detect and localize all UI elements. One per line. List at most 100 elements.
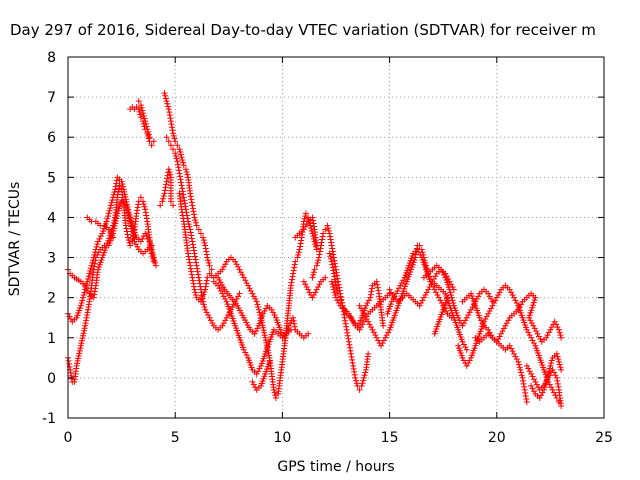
data-point [549,366,556,373]
data-point [530,388,537,395]
data-point [332,263,339,270]
data-point [330,267,337,274]
data-point [534,330,541,337]
data-point [166,109,173,116]
data-point [558,334,565,341]
data-point [146,134,153,141]
y-axis-label: SDTVAR / TECUs [7,182,23,297]
data-point [201,304,208,311]
data-point [236,290,243,297]
data-point [110,234,117,241]
data-point [76,350,83,357]
data-point [143,123,150,130]
data-point [347,347,354,354]
data-point [315,254,322,261]
data-point [172,152,179,159]
data-point [143,215,150,222]
data-point [128,223,135,230]
data-point [485,290,492,297]
data-point [290,267,297,274]
data-point [97,233,104,240]
data-point [188,196,195,203]
data-point [460,341,467,348]
data-point [192,217,199,224]
data-point [188,235,195,242]
data-point [530,299,537,306]
data-point [170,202,177,209]
data-point [216,285,223,292]
data-point [287,282,294,289]
data-point [340,305,347,312]
data-point [414,246,421,253]
data-point [372,332,379,339]
data-point [261,332,268,339]
data-point [88,262,95,269]
data-point [167,118,174,125]
data-point [313,286,320,293]
data-point [525,329,532,336]
data-point [380,337,387,344]
data-point [547,362,554,369]
data-point [162,184,169,191]
data-point [247,287,254,294]
data-point [136,108,143,115]
data-point [325,227,332,234]
y-tick-label: 7 [47,90,56,106]
data-point [170,146,177,153]
data-point [459,322,466,329]
data-point [382,334,389,341]
data-point [184,171,191,178]
data-point [526,368,533,375]
data-point [179,212,186,219]
data-point [107,229,114,236]
data-point [206,314,213,321]
data-point [78,300,85,307]
data-point [460,357,467,364]
data-point [75,352,82,359]
data-point [81,289,88,296]
data-point [190,247,197,254]
data-point [143,212,150,219]
data-point [529,385,536,392]
data-point [495,291,502,298]
data-point [115,185,122,192]
data-point [251,330,258,337]
data-point [460,320,467,327]
y-tick-label: 4 [47,210,56,226]
data-point [252,328,259,335]
data-point [163,134,170,141]
data-point [521,383,528,390]
data-point [558,402,565,409]
data-point [324,222,331,229]
data-point [359,380,366,387]
data-point [261,329,268,336]
data-point [193,259,200,266]
data-point [111,225,118,232]
data-point [375,337,382,344]
data-point [326,250,333,257]
data-point [350,365,357,372]
data-point [81,325,88,332]
data-point [127,242,134,249]
data-point [137,111,144,118]
data-point [522,389,529,396]
data-point [344,332,351,339]
data-point [240,274,247,281]
data-point [176,170,183,177]
data-point [547,326,554,333]
data-point [417,251,424,258]
data-point [183,168,190,175]
data-point [287,320,294,327]
data-point [329,261,336,268]
data-point [368,324,375,331]
data-point [222,261,229,268]
data-point [165,166,172,173]
data-point [295,249,302,256]
data-point [135,98,142,105]
data-point [203,309,210,316]
data-point [425,286,432,293]
data-point [307,225,314,232]
data-point [548,324,555,331]
data-point [74,357,81,364]
data-point [518,301,525,308]
